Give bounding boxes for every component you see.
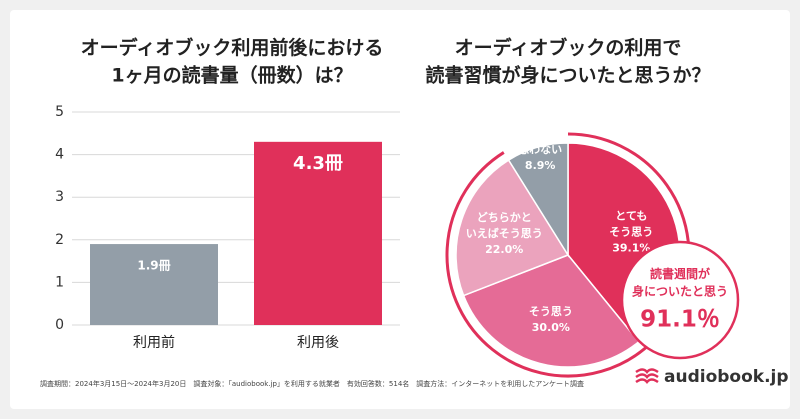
slice-label: どちらかといえばそう思う bbox=[466, 211, 543, 240]
bar bbox=[90, 244, 218, 325]
y-tick-label: 4 bbox=[55, 147, 64, 163]
slice-value-label: 39.1% bbox=[612, 241, 650, 254]
bar-title: オーディオブック利用前後における 1ヶ月の読書量（冊数）は？ bbox=[81, 36, 384, 87]
bar bbox=[254, 141, 382, 325]
y-tick-label: 5 bbox=[55, 104, 64, 120]
slice-value-label: 30.0% bbox=[532, 321, 570, 334]
footer-note: 調査期間：2024年3月15日～2024年3月20日 調査対象：「audiobo… bbox=[40, 379, 584, 388]
callout-value: 91.1％ bbox=[640, 307, 720, 333]
bar-value-label: 4.3冊 bbox=[293, 153, 343, 174]
logo-icon bbox=[635, 368, 659, 384]
pie-slice bbox=[462, 254, 640, 368]
y-tick-label: 3 bbox=[55, 189, 64, 205]
logo-text: audiobook.jp bbox=[664, 367, 789, 387]
pie-slice bbox=[507, 142, 569, 258]
callout-circle bbox=[620, 240, 740, 360]
y-tick-label: 1 bbox=[55, 274, 64, 290]
pie-slice bbox=[455, 159, 570, 297]
slice-label: とてもそう思う bbox=[609, 209, 653, 238]
x-tick-label: 利用前 bbox=[133, 334, 175, 351]
pie-title: オーディオブックの利用で読書習慣が身についたと思うか？ bbox=[425, 36, 710, 87]
slice-label: 思わない bbox=[518, 143, 562, 156]
highlight-ring bbox=[445, 132, 691, 378]
slice-label: そう思う bbox=[529, 305, 573, 318]
x-tick-label: 利用後 bbox=[297, 335, 339, 351]
slice-value-label: 8.9% bbox=[525, 159, 556, 172]
callout-text: 読書週間が身についたと思う bbox=[632, 266, 728, 298]
slice-value-label: 22.0% bbox=[485, 243, 523, 256]
y-tick-label: 2 bbox=[55, 232, 64, 248]
bar-value-label: 1.9冊 bbox=[137, 259, 170, 273]
y-tick-label: 0 bbox=[55, 317, 64, 333]
